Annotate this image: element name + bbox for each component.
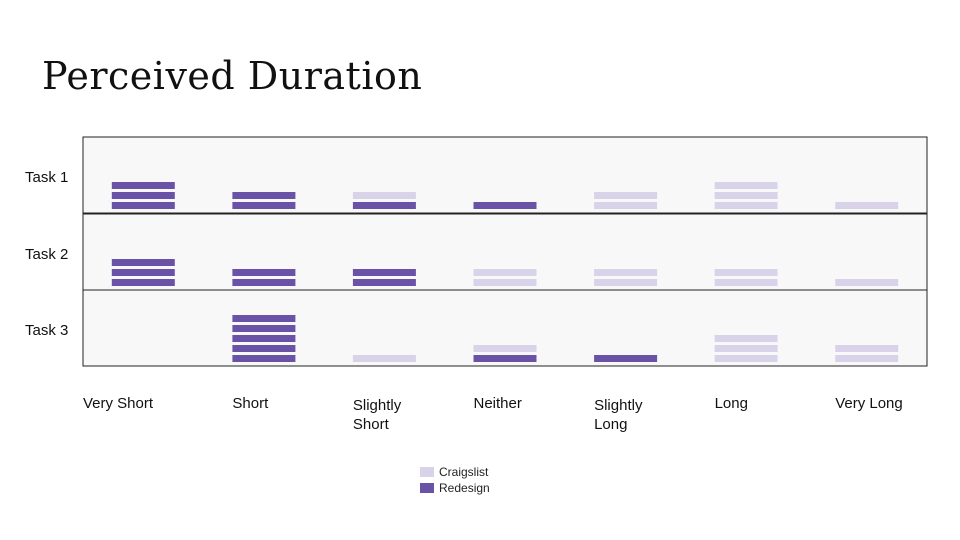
bar-redesign-task3-cat2-3 [232,335,296,342]
bar-craigslist-task1-cat6-3 [714,182,778,189]
bar-redesign-task2-cat2-2 [232,269,296,276]
bar-redesign-task2-cat1-2 [111,269,175,276]
legend-label-redesign: Redesign [439,481,490,495]
category-label-4: Neither [474,395,522,412]
row-panel-3 [82,289,928,367]
page-title: Perceived Duration [42,54,423,98]
bar-craigslist-task2-cat5-2 [594,269,658,276]
bar-craigslist-task3-cat3-1 [352,355,416,362]
bar-craigslist-task2-cat6-2 [714,269,778,276]
row-label-2: Task 2 [25,246,68,263]
bar-craigslist-task3-cat7-1 [835,355,899,362]
bar-redesign-task3-cat2-4 [232,325,296,332]
bar-redesign-task1-cat2-2 [232,192,296,199]
bar-craigslist-task2-cat6-1 [714,279,778,286]
bar-redesign-task1-cat1-1 [111,202,175,209]
bar-redesign-task3-cat2-2 [232,345,296,352]
bar-craigslist-task1-cat5-1 [594,202,658,209]
bar-redesign-task3-cat4-1 [473,355,537,362]
bar-craigslist-task1-cat7-1 [835,202,899,209]
bar-redesign-task2-cat2-1 [232,279,296,286]
bar-redesign-task2-cat1-3 [111,259,175,266]
category-label-1: Very Short [83,395,154,412]
bar-craigslist-task3-cat6-2 [714,345,778,352]
legend-item-redesign: Redesign [420,480,490,496]
bar-redesign-task2-cat1-1 [111,279,175,286]
category-label-3: Slightly Short [353,397,402,433]
bar-craigslist-task3-cat7-2 [835,345,899,352]
legend-swatch-redesign [420,483,434,493]
bar-craigslist-task2-cat7-1 [835,279,899,286]
bar-redesign-task1-cat1-2 [111,192,175,199]
bar-redesign-task3-cat5-1 [594,355,658,362]
bar-craigslist-task1-cat5-2 [594,192,658,199]
category-label-7: Very Long [835,395,903,412]
bar-craigslist-task2-cat4-2 [473,269,537,276]
bar-redesign-task1-cat2-1 [232,202,296,209]
row-panel-2 [82,213,928,291]
bar-redesign-task1-cat1-3 [111,182,175,189]
bar-redesign-task1-cat3-1 [352,202,416,209]
bar-craigslist-task3-cat6-3 [714,335,778,342]
category-label-6: Long [715,395,748,412]
row-label-1: Task 1 [25,169,68,186]
bar-redesign-task2-cat3-1 [352,279,416,286]
bar-craigslist-task1-cat3-1 [352,192,416,199]
bar-craigslist-task3-cat4-1 [473,345,537,352]
bar-craigslist-task1-cat6-2 [714,192,778,199]
category-label-2: Short [232,395,269,412]
legend: Craigslist Redesign [420,464,490,496]
row-label-3: Task 3 [25,322,68,339]
bar-craigslist-task2-cat5-1 [594,279,658,286]
bar-craigslist-task3-cat6-1 [714,355,778,362]
bar-redesign-task2-cat3-2 [352,269,416,276]
legend-swatch-craigslist [420,467,434,477]
legend-label-craigslist: Craigslist [439,465,489,479]
bar-craigslist-task2-cat4-1 [473,279,537,286]
legend-item-craigslist: Craigslist [420,464,490,480]
bar-redesign-task3-cat2-1 [232,355,296,362]
bar-craigslist-task1-cat6-1 [714,202,778,209]
bar-redesign-task1-cat4-1 [473,202,537,209]
bar-redesign-task3-cat2-5 [232,315,296,322]
row-panel-1 [82,136,928,214]
category-label-5: Slightly Long [594,397,643,433]
